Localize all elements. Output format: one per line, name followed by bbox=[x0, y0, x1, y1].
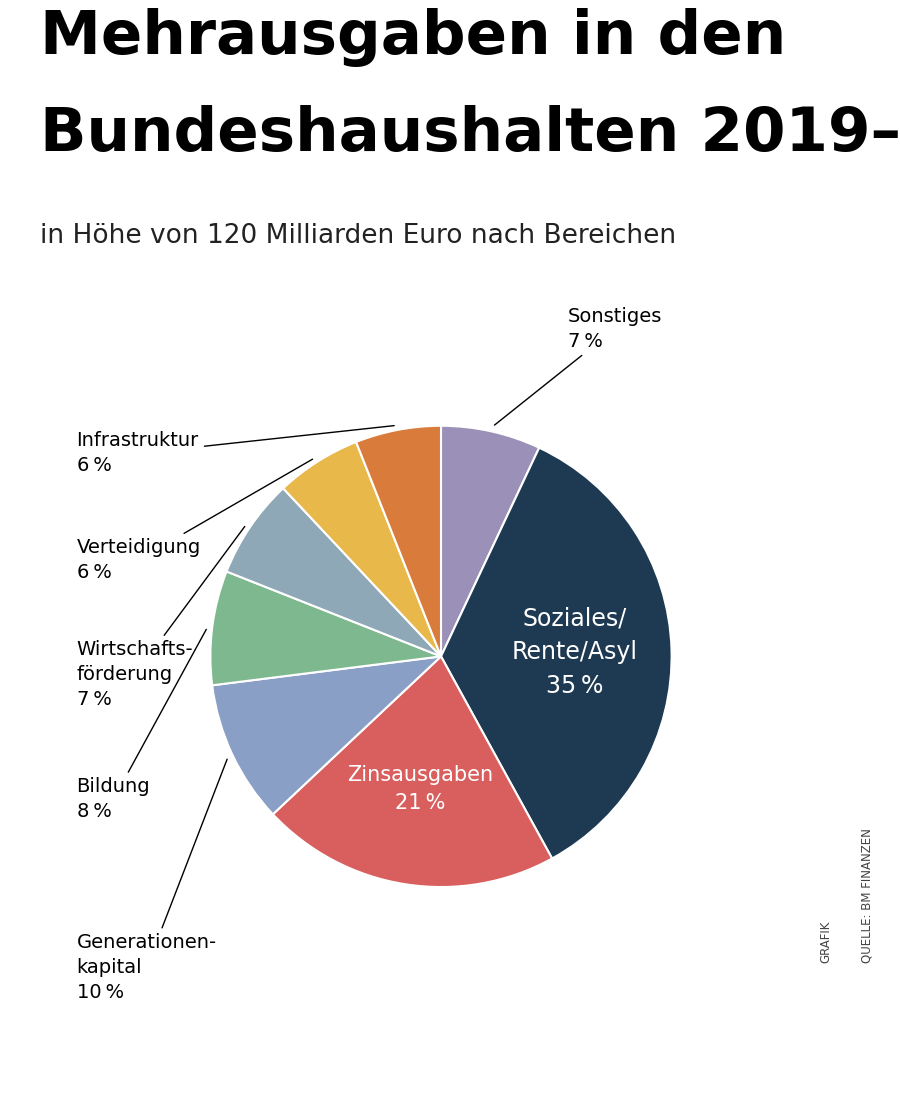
Wedge shape bbox=[211, 571, 441, 685]
Text: Infrastruktur
6 %: Infrastruktur 6 % bbox=[76, 426, 394, 476]
Text: JF: JF bbox=[820, 1026, 834, 1039]
Text: QUELLE: BM FINANZEN: QUELLE: BM FINANZEN bbox=[860, 828, 873, 963]
Text: Bundeshaushalten 2019–2024: Bundeshaushalten 2019–2024 bbox=[40, 105, 900, 164]
Wedge shape bbox=[273, 656, 552, 887]
Text: in Höhe von 120 Milliarden Euro nach Bereichen: in Höhe von 120 Milliarden Euro nach Ber… bbox=[40, 223, 677, 249]
Text: Wirtschafts-
förderung
7 %: Wirtschafts- förderung 7 % bbox=[76, 526, 245, 709]
Wedge shape bbox=[441, 426, 539, 656]
Text: Bildung
8 %: Bildung 8 % bbox=[76, 629, 206, 822]
Wedge shape bbox=[441, 447, 671, 859]
Text: Zinsausgaben
21 %: Zinsausgaben 21 % bbox=[347, 765, 493, 813]
Text: Soziales/
Rente/Asyl
35 %: Soziales/ Rente/Asyl 35 % bbox=[512, 607, 638, 698]
Text: Verteidigung
6 %: Verteidigung 6 % bbox=[76, 459, 312, 582]
Text: GRAFIK: GRAFIK bbox=[820, 920, 832, 963]
Wedge shape bbox=[212, 656, 441, 814]
Text: Mehrausgaben in den: Mehrausgaben in den bbox=[40, 8, 787, 67]
Text: Generationen-
kapital
10 %: Generationen- kapital 10 % bbox=[76, 759, 227, 1002]
Text: Sonstiges
7 %: Sonstiges 7 % bbox=[494, 307, 662, 426]
Wedge shape bbox=[227, 488, 441, 656]
Wedge shape bbox=[356, 426, 441, 656]
Wedge shape bbox=[284, 442, 441, 656]
